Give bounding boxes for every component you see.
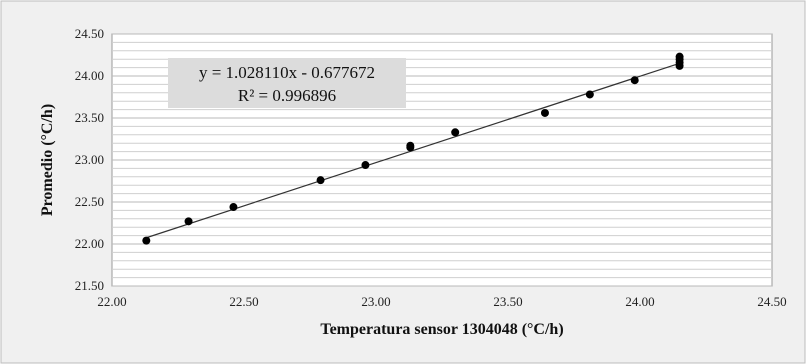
data-point [675,52,684,61]
y-tick-label: 23.00 [75,152,104,167]
x-tick-label: 22.00 [97,294,126,309]
data-point [184,217,193,226]
trendline-equation: y = 1.028110x - 0.677672 [199,63,375,82]
x-axis-label: Temperatura sensor 1304048 (°C/h) [320,321,563,338]
y-tick-label: 24.50 [75,26,104,41]
x-tick-label: 24.00 [625,294,654,309]
y-tick-label: 24.00 [75,68,104,83]
y-tick-label: 22.00 [75,236,104,251]
data-point [142,236,151,245]
data-point [540,108,549,117]
y-tick-label: 21.50 [75,278,104,293]
x-tick-label: 23.50 [493,294,522,309]
x-tick-label: 23.00 [361,294,390,309]
data-point [406,141,415,150]
y-tick-label: 23.50 [75,110,104,125]
data-points [142,52,684,245]
r-squared-label: R² = 0.996896 [238,86,336,105]
x-tick-label: 24.50 [757,294,786,309]
equation-box [168,58,406,108]
tick-labels: 21.5022.0022.5023.0023.5024.0024.5022.00… [75,26,787,309]
data-point [585,90,594,99]
gridlines [112,33,772,287]
data-point [361,161,370,170]
data-point [229,203,238,212]
x-tick-label: 22.50 [229,294,258,309]
data-point [630,76,639,85]
y-axis-label: Promedio (°C/h) [39,104,56,216]
data-point [316,176,325,185]
y-tick-label: 22.50 [75,194,104,209]
data-point [451,128,460,137]
